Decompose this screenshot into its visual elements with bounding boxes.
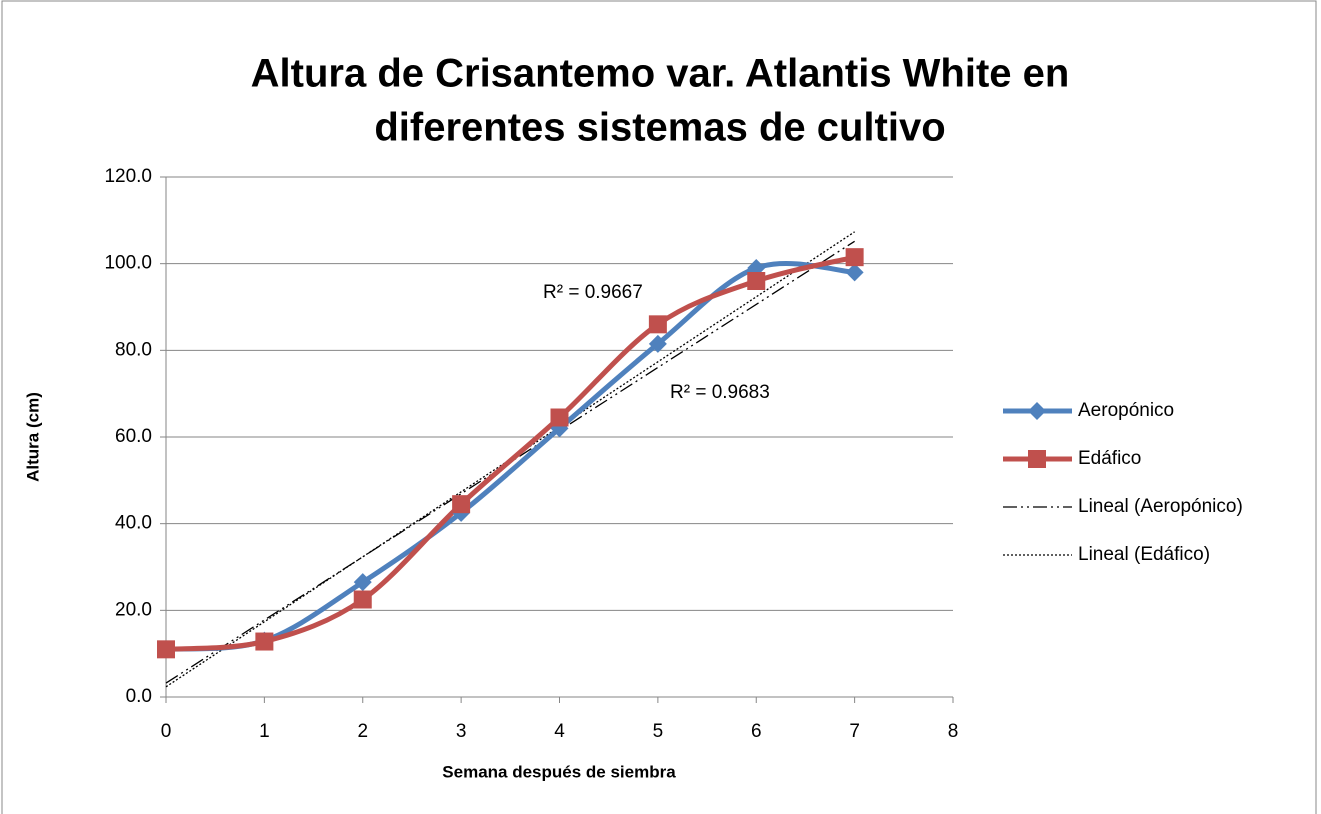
r-squared-label: R² = 0.9683 [670,382,770,403]
data-point [845,248,864,267]
x-axis-title: Semana después de siembra [442,762,676,781]
x-tick-label: 4 [554,721,565,742]
series-line [165,261,855,652]
y-tick-label: 0.0 [126,686,152,707]
y-tick-label: 40.0 [115,513,152,534]
x-tick-label: 1 [259,721,270,742]
x-tick-label: 2 [357,721,368,742]
chart-title: Altura de Crisantemo var. Atlantis White… [251,52,1070,96]
data-point [452,495,471,514]
legend-label: Lineal (Aeropónico) [1078,496,1243,517]
data-point [353,573,372,592]
y-tick-label: 60.0 [115,426,152,447]
y-axis-title: Altura (cm) [23,392,42,482]
legend-label: Aeropónico [1078,400,1174,421]
x-tick-label: 6 [751,721,762,742]
y-tick-label: 120.0 [104,166,152,187]
legend-marker [1028,402,1046,420]
y-tick-label: 100.0 [104,253,152,274]
data-point [845,263,864,282]
data-point [550,408,569,427]
data-point [255,632,274,651]
x-tick-label: 3 [456,721,467,742]
x-tick-label: 7 [849,721,860,742]
legend-label: Edáfico [1078,448,1141,469]
data-point [353,590,372,609]
legend-marker [1028,450,1046,468]
x-tick-label: 5 [653,721,664,742]
data-point [157,640,175,659]
y-tick-label: 80.0 [115,339,152,360]
data-point [648,315,667,334]
chart-title: diferentes sistemas de cultivo [374,106,945,150]
x-tick-label: 8 [948,721,959,742]
r-squared-label: R² = 0.9667 [543,282,643,303]
data-point [648,334,667,353]
legend-label: Lineal (Edáfico) [1078,544,1210,565]
data-point [747,272,766,290]
x-tick-label: 0 [161,721,172,742]
series-line [165,254,856,652]
y-tick-label: 20.0 [115,599,152,620]
